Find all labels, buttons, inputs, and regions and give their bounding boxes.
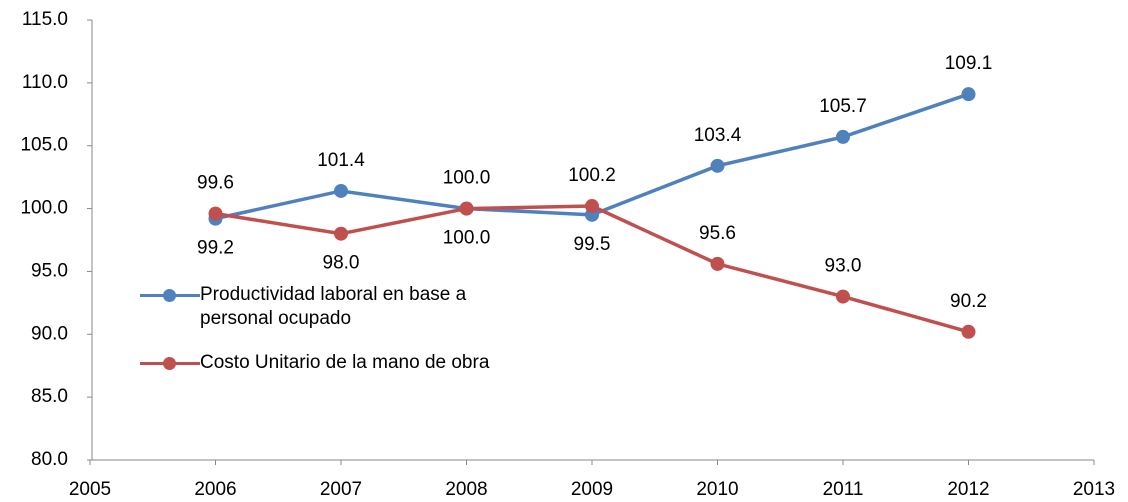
data-label: 99.2 [197,238,234,259]
x-tick-label: 2009 [571,479,613,500]
data-label: 109.1 [945,53,993,74]
data-label: 100.0 [443,168,491,189]
y-tick-label: 85.0 [31,386,68,407]
legend-entry: Costo Unitario de la mano de obra [140,351,520,375]
x-tick-label: 2008 [445,479,487,500]
legend-label: Productividad laboral en base a personal… [200,284,467,329]
data-point [836,289,850,304]
x-tick-label: 2005 [69,479,111,500]
data-label: 93.0 [825,256,862,277]
data-point [334,183,348,198]
x-tick-label: 2013 [1073,479,1115,500]
data-point [710,256,725,271]
x-tick-label: 2012 [947,479,989,500]
data-label: 105.7 [819,96,867,117]
data-label: 101.4 [317,150,365,171]
data-label: 99.5 [574,234,611,255]
data-point [459,201,474,216]
legend-entry: Productividad laboral en base a personal… [140,283,520,331]
data-label: 100.2 [568,165,616,186]
y-tick-label: 95.0 [31,260,68,281]
data-label: 100.0 [443,228,491,249]
data-point [961,87,976,102]
data-label: 90.2 [950,291,987,312]
legend-label: Costo Unitario de la mano de obra [200,352,490,373]
data-point [208,206,223,221]
data-point [836,129,850,144]
x-tick-label: 2007 [320,479,362,500]
x-tick-label: 2010 [696,479,738,500]
legend-dot [163,289,176,302]
y-tick-label: 80.0 [31,449,68,470]
data-label: 99.6 [197,173,234,194]
legend-key [140,351,200,375]
y-tick-label: 105.0 [20,135,68,156]
data-point [334,226,348,241]
data-label: 98.0 [323,253,360,274]
y-tick-label: 110.0 [22,72,68,93]
x-tick-label: 2006 [194,479,236,500]
y-tick-label: 115.0 [22,9,68,30]
data-label: 103.4 [694,125,742,146]
data-label: 95.6 [699,223,736,244]
y-tick-label: 100.0 [20,198,68,219]
data-point [961,324,976,339]
x-tick-label: 2011 [823,479,864,500]
data-point [585,199,599,214]
legend-key [140,283,200,307]
legend-dot [163,357,176,370]
data-point [710,158,725,173]
y-tick-label: 90.0 [31,323,68,344]
legend: Productividad laboral en base a personal… [140,283,520,395]
